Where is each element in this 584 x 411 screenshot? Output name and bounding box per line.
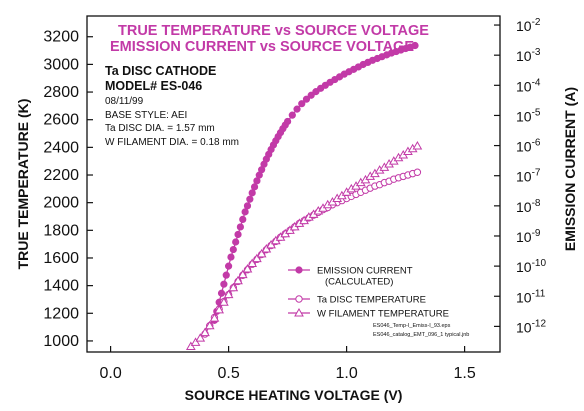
file-note-2: ES046_catalog_EMT_096_1 typical.jnb bbox=[373, 332, 469, 338]
cathode-label: Ta DISC CATHODE bbox=[105, 64, 216, 78]
data-point bbox=[413, 168, 422, 176]
base-style-label: BASE STYLE: AEI bbox=[105, 110, 187, 121]
data-point bbox=[185, 341, 196, 350]
y2-tick-label: 10-4 bbox=[516, 77, 541, 94]
right-axis-title: EMISSION CURRENT (A) bbox=[562, 87, 578, 251]
y-tick-label: 2200 bbox=[43, 167, 79, 184]
data-point bbox=[233, 275, 243, 285]
data-series bbox=[185, 41, 423, 350]
x-axis-title: SOURCE HEATING VOLTAGE (V) bbox=[185, 387, 403, 403]
data-point bbox=[195, 333, 206, 342]
legend-item-w-filament-temperature: W FILAMENT TEMPERATURE bbox=[288, 307, 449, 320]
y-tick-label: 1400 bbox=[43, 278, 79, 295]
y-axis-title: TRUE TEMPERATURE (K) bbox=[15, 99, 31, 270]
data-point bbox=[209, 313, 220, 322]
y-tick-label: 2000 bbox=[43, 195, 79, 212]
y-tick-label: 1200 bbox=[43, 305, 79, 322]
filament-diameter-label: W FILAMENT DIA. = 0.18 mm bbox=[105, 137, 239, 148]
y2-tick-label: 10-3 bbox=[516, 47, 541, 64]
data-point bbox=[250, 183, 259, 191]
x-tick-label: 0.0 bbox=[99, 365, 121, 382]
data-point bbox=[252, 253, 262, 263]
legend-marker bbox=[295, 295, 303, 303]
y2-tick-label: 10-6 bbox=[516, 138, 541, 155]
series-w-filament-temperature bbox=[185, 140, 423, 350]
data-point bbox=[256, 248, 267, 258]
legend-label: EMISSION CURRENT bbox=[317, 266, 413, 277]
data-point bbox=[228, 282, 239, 292]
y-tick-label: 1600 bbox=[43, 250, 79, 267]
y2-tick-label: 10-11 bbox=[516, 288, 546, 305]
data-point bbox=[234, 230, 242, 239]
date-label: 08/11/99 bbox=[105, 96, 144, 107]
data-point bbox=[241, 208, 249, 216]
legend-label: (CALCULATED) bbox=[325, 277, 393, 288]
data-point bbox=[248, 189, 256, 197]
data-point bbox=[237, 269, 248, 279]
y2-tick-label: 10-8 bbox=[516, 198, 541, 215]
data-point bbox=[214, 304, 225, 314]
data-point bbox=[219, 297, 229, 306]
legend-label: W FILAMENT TEMPERATURE bbox=[317, 309, 449, 320]
legend-marker bbox=[295, 266, 303, 274]
data-point bbox=[232, 238, 240, 246]
data-point bbox=[411, 41, 419, 50]
y-tick-label: 1800 bbox=[43, 222, 79, 239]
data-point bbox=[204, 320, 215, 330]
data-point bbox=[302, 95, 311, 103]
y-tick-label: 2400 bbox=[43, 139, 79, 156]
data-point bbox=[243, 202, 252, 210]
y-tick-label: 1000 bbox=[43, 333, 79, 350]
data-point bbox=[288, 111, 296, 119]
data-point bbox=[298, 100, 306, 108]
y-tick-label: 2800 bbox=[43, 84, 79, 101]
y2-tick-label: 10-5 bbox=[516, 107, 541, 124]
data-point bbox=[225, 262, 233, 270]
y-tick-label: 3000 bbox=[43, 56, 79, 73]
data-point bbox=[190, 337, 201, 346]
x-tick-label: 1.5 bbox=[453, 365, 475, 382]
data-point bbox=[229, 245, 237, 254]
x-tick-label: 1.0 bbox=[335, 365, 357, 382]
data-point bbox=[412, 140, 423, 150]
y2-tick-label: 10-7 bbox=[516, 168, 541, 185]
data-point bbox=[283, 117, 292, 126]
data-point bbox=[217, 289, 226, 297]
y2-tick-label: 10-12 bbox=[516, 318, 546, 335]
file-note-1: ES046_Temp-I_Emiss-I_93.eps bbox=[373, 323, 451, 329]
data-point bbox=[236, 223, 244, 231]
data-point bbox=[307, 91, 315, 99]
axis-ticks: 1000 1200 1400 1600 1800 2000 2200 2400 2600 2800… bbox=[43, 17, 546, 382]
y2-tick-label: 10-2 bbox=[516, 17, 541, 34]
y2-tick-label: 10-10 bbox=[516, 258, 546, 275]
legend-item-ta-disc-temperature: Ta DISC TEMPERATURE bbox=[288, 295, 426, 306]
data-point bbox=[222, 271, 230, 279]
data-point bbox=[200, 327, 210, 337]
series-emission-current bbox=[210, 41, 419, 324]
data-point bbox=[239, 215, 247, 224]
data-point bbox=[261, 243, 272, 253]
data-point bbox=[227, 253, 235, 261]
data-point bbox=[293, 105, 301, 113]
data-point bbox=[223, 289, 234, 299]
x-tick-label: 0.5 bbox=[217, 365, 239, 382]
data-point bbox=[220, 280, 228, 288]
chart-subtitle: EMISSION CURRENT vs SOURCE VOLTAGE bbox=[110, 39, 414, 55]
y2-tick-label: 10-9 bbox=[516, 228, 541, 245]
disc-diameter-label: Ta DISC DIA. = 1.57 mm bbox=[105, 123, 215, 134]
data-point bbox=[247, 258, 258, 268]
legend-label: Ta DISC TEMPERATURE bbox=[317, 295, 426, 306]
y-tick-label: 3200 bbox=[43, 29, 79, 46]
data-point bbox=[242, 264, 253, 273]
legend-item-emission-current: EMISSION CURRENT(CALCULATED) bbox=[288, 266, 413, 288]
legend-marker bbox=[294, 307, 304, 317]
legend: EMISSION CURRENT(CALCULATED) Ta DISC TEMP… bbox=[288, 266, 449, 320]
model-label: MODEL# ES-046 bbox=[105, 79, 202, 93]
y-tick-label: 2600 bbox=[43, 112, 79, 129]
data-point bbox=[266, 239, 276, 249]
data-point bbox=[246, 195, 254, 203]
plot-area bbox=[86, 15, 501, 353]
chart-title: TRUE TEMPERATURE vs SOURCE VOLTAGE bbox=[118, 23, 429, 39]
